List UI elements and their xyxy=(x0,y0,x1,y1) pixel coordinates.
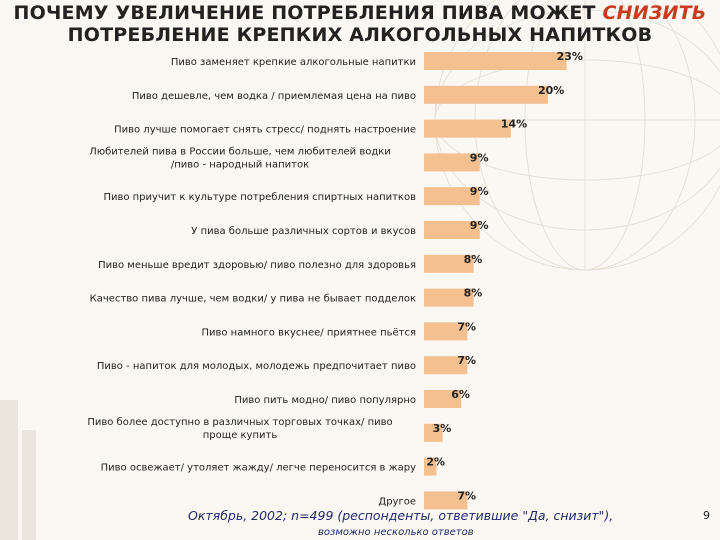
value-label-1: 20% xyxy=(538,84,564,97)
bar-5 xyxy=(424,221,480,239)
value-label-13: 7% xyxy=(457,489,476,502)
category-label-1: Пиво дешевле, чем водка / приемлемая цен… xyxy=(132,91,416,102)
value-label-5: 9% xyxy=(470,219,489,232)
category-label-8: Пиво намного вкуснее/ приятнее пьётся xyxy=(201,327,416,338)
bar-13 xyxy=(424,491,468,510)
value-label-12: 2% xyxy=(426,456,445,469)
category-label-5: У пива больше различных сортов и вкусов xyxy=(191,226,416,237)
value-label-7: 8% xyxy=(464,287,483,300)
bar-12 xyxy=(424,457,437,476)
bar-9 xyxy=(424,356,468,375)
bar-2 xyxy=(424,119,511,138)
value-label-10: 6% xyxy=(451,388,470,401)
value-label-3: 9% xyxy=(470,151,489,164)
bar-6 xyxy=(424,254,474,273)
value-label-6: 8% xyxy=(464,253,483,266)
value-label-0: 23% xyxy=(557,50,583,63)
category-label-4: Пиво приучит к культуре потребления спир… xyxy=(103,192,416,203)
bar-1 xyxy=(424,85,548,104)
category-label-12: Пиво освежает/ утоляет жажду/ легче пере… xyxy=(101,463,416,474)
title-line2: ПОТРЕБЛЕНИЕ КРЕПКИХ АЛКОГОЛЬНЫХ НАПИТКОВ xyxy=(67,24,653,46)
title-line1-accent: СНИЗИТЬ xyxy=(602,2,707,24)
bar-0 xyxy=(424,52,567,70)
category-label-11: Пиво более доступно в различных торговых… xyxy=(87,417,392,441)
footnote-note: возможно несколько ответов xyxy=(318,527,474,538)
bar-8 xyxy=(424,322,468,341)
category-label-7: Качество пива лучше, чем водки/ у пива н… xyxy=(90,294,416,305)
bar-3 xyxy=(424,153,480,172)
value-label-11: 3% xyxy=(433,422,452,435)
category-label-10: Пиво пить модно/ пиво популярно xyxy=(234,395,416,406)
page-number: 9 xyxy=(703,509,710,522)
category-label-3: Любителей пива в России больше, чем люби… xyxy=(89,146,391,170)
value-label-2: 14% xyxy=(501,118,527,131)
bar-4 xyxy=(424,187,480,206)
value-label-8: 7% xyxy=(457,320,476,333)
category-label-13: Другое xyxy=(378,496,416,507)
bar-10 xyxy=(424,390,462,408)
category-label-0: Пиво заменяет крепкие алкогольные напитк… xyxy=(171,57,416,68)
page-title: ПОЧЕМУ УВЕЛИЧЕНИЕ ПОТРЕБЛЕНИЯ ПИВА МОЖЕТ… xyxy=(0,2,720,46)
value-label-9: 7% xyxy=(457,354,476,367)
title-line1-prefix: ПОЧЕМУ УВЕЛИЧЕНИЕ ПОТРЕБЛЕНИЯ ПИВА МОЖЕТ xyxy=(13,2,603,24)
category-label-2: Пиво лучше помогает снять стресс/ поднят… xyxy=(114,125,416,136)
bar-11 xyxy=(424,423,443,442)
footnote: Октябрь, 2002; n=499 (респонденты, ответ… xyxy=(188,508,614,523)
category-label-9: Пиво - напиток для молодых, молодежь пре… xyxy=(97,361,416,372)
bar-7 xyxy=(424,288,474,307)
value-label-4: 9% xyxy=(470,185,489,198)
category-label-6: Пиво меньше вредит здоровью/ пиво полезн… xyxy=(98,260,416,271)
